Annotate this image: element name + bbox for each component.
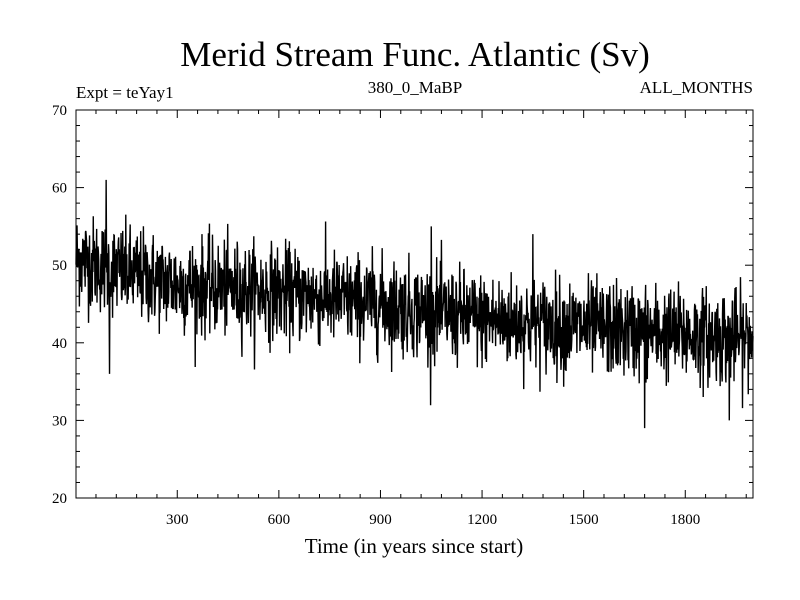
axes-layer: 20 30 40 50 60 70 300 600 900 1200 1500 1800 xyxy=(52,103,754,528)
series-line xyxy=(75,179,754,429)
y-tick-label: 30 xyxy=(52,413,67,429)
x-tick-label: 1500 xyxy=(569,512,599,528)
y-tick-label: 50 xyxy=(52,258,67,274)
x-tick-label: 1200 xyxy=(467,512,497,528)
x-tick-label: 900 xyxy=(369,512,392,528)
period-label: 380_0_MaBP xyxy=(368,78,462,97)
months-label: ALL_MONTHS xyxy=(640,78,753,97)
x-tick-label: 300 xyxy=(166,512,189,528)
chart-title: Merid Stream Func. Atlantic (Sv) xyxy=(180,35,650,74)
y-tick-label: 40 xyxy=(52,336,67,352)
x-tick-label: 600 xyxy=(268,512,291,528)
x-tick-label: 1800 xyxy=(670,512,700,528)
y-tick-label: 60 xyxy=(52,181,67,197)
experiment-label: Expt = teYay1 xyxy=(76,83,174,102)
plot-frame xyxy=(75,109,754,499)
x-axis-label: Time (in years since start) xyxy=(305,534,524,558)
y-tick-label: 20 xyxy=(52,491,67,507)
y-tick-label: 70 xyxy=(52,103,67,119)
series-layer xyxy=(75,179,754,429)
